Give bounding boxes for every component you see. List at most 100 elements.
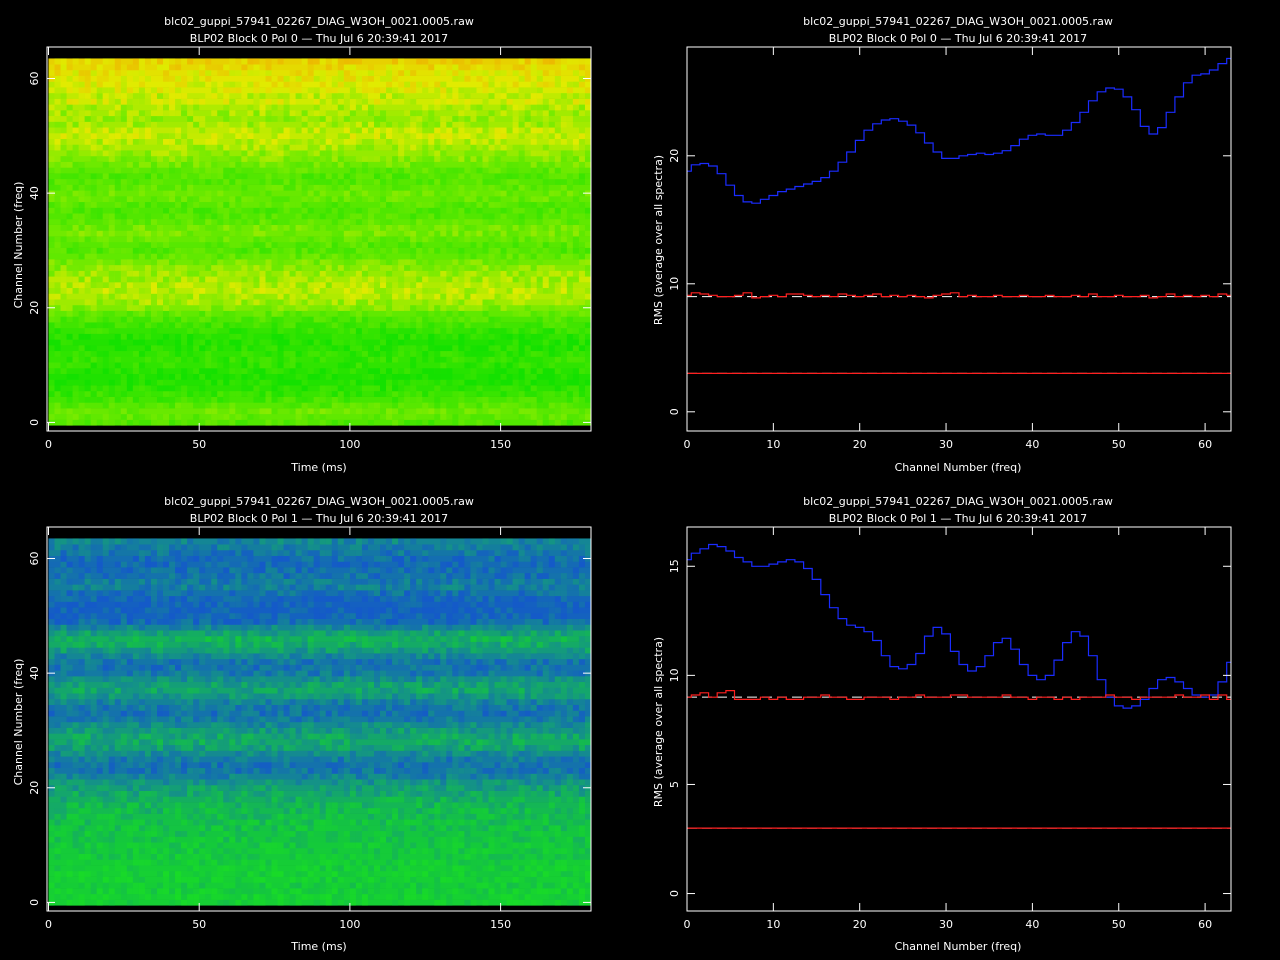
heatmap-cell [72, 819, 79, 826]
heatmap-cell [325, 744, 332, 751]
heatmap-cell [380, 390, 387, 397]
heatmap-cell [108, 836, 115, 843]
heatmap-cell [374, 155, 381, 162]
heatmap-cell [398, 64, 405, 71]
heatmap-cell [488, 236, 495, 243]
heatmap-cell [144, 299, 151, 306]
heatmap-cell [404, 201, 411, 208]
heatmap-cell [404, 345, 411, 352]
heatmap-cell [536, 870, 543, 877]
heatmap-cell [548, 236, 555, 243]
heatmap-cell [554, 127, 561, 134]
heatmap-cell [205, 379, 212, 386]
heatmap-cell [175, 402, 182, 409]
heatmap-cell [90, 345, 97, 352]
heatmap-cell [48, 842, 55, 849]
heatmap-cell [319, 408, 326, 415]
heatmap-cell [283, 287, 290, 294]
heatmap-cell [386, 155, 393, 162]
heatmap-cell [126, 132, 133, 140]
heatmap-cell [446, 322, 453, 329]
heatmap-cell [120, 796, 127, 803]
heatmap-cell [560, 853, 567, 860]
heatmap-cell [78, 876, 85, 883]
heatmap-cell [60, 259, 67, 266]
heatmap-cell [488, 213, 495, 220]
heatmap-cell [301, 224, 308, 231]
heatmap-cell [181, 161, 188, 168]
heatmap-cell [193, 144, 200, 151]
heatmap-cell [265, 247, 272, 254]
heatmap-cell [60, 138, 67, 145]
heatmap-cell [524, 281, 531, 289]
heatmap-cell [548, 721, 555, 728]
heatmap-cell [506, 773, 513, 780]
heatmap-cell [512, 876, 519, 883]
heatmap-cell [66, 304, 73, 311]
heatmap-cell [283, 127, 290, 134]
heatmap-cell [205, 167, 212, 174]
heatmap-cell [512, 870, 519, 877]
heatmap-cell [452, 350, 459, 357]
heatmap-cell [90, 201, 97, 208]
heatmap-cell [126, 756, 133, 763]
heatmap-cell [325, 790, 332, 797]
heatmap-cell [217, 64, 224, 71]
heatmap-cell [175, 853, 182, 860]
heatmap-cell [60, 876, 67, 883]
heatmap-cell [60, 813, 67, 820]
heatmap-cell [66, 727, 73, 734]
heatmap-cell [380, 304, 387, 311]
heatmap-cell [48, 127, 55, 134]
heatmap-cell [410, 173, 417, 180]
heatmap-cell [217, 842, 224, 849]
heatmap-cell [398, 733, 405, 740]
heatmap-cell [512, 253, 519, 260]
heatmap-cell [265, 287, 272, 294]
heatmap-cell [132, 299, 139, 306]
heatmap-cell [410, 224, 417, 231]
heatmap-cell [572, 230, 579, 237]
heatmap-cell [211, 132, 218, 140]
heatmap-cell [72, 247, 79, 254]
heatmap-cell [476, 230, 483, 237]
heatmap-cell [404, 756, 411, 763]
heatmap-cell [66, 899, 73, 906]
heatmap-cell [452, 847, 459, 854]
heatmap-cell [211, 293, 218, 300]
heatmap-cell [560, 721, 567, 728]
heatmap-cell [54, 293, 61, 300]
heatmap-cell [96, 784, 103, 791]
heatmap-cell [271, 150, 278, 157]
heatmap-cell [380, 184, 387, 191]
heatmap-cell [72, 802, 79, 809]
x-tick-label: 150 [490, 438, 511, 451]
heatmap-cell [554, 767, 561, 774]
heatmap-cell [295, 69, 302, 76]
heatmap-cell [355, 362, 362, 369]
heatmap-cell [108, 727, 115, 734]
heatmap-cell [193, 779, 200, 786]
heatmap-cell [464, 859, 471, 866]
heatmap-cell [54, 836, 61, 843]
heatmap-cell [494, 373, 501, 380]
heatmap-cell [434, 316, 441, 323]
heatmap-cell [343, 81, 350, 88]
heatmap-cell [114, 58, 121, 65]
heatmap-cell [132, 270, 139, 277]
heatmap-cell [223, 184, 230, 191]
heatmap-cell [392, 236, 399, 243]
heatmap-cell [84, 390, 91, 397]
heatmap-cell [578, 230, 585, 237]
heatmap-cell [205, 276, 212, 283]
heatmap-cell [277, 813, 284, 820]
heatmap-cell [211, 893, 218, 900]
heatmap-cell [386, 408, 393, 415]
heatmap-cell [60, 367, 67, 374]
heatmap-cell [138, 733, 145, 740]
heatmap-cell [554, 155, 561, 162]
heatmap-cell [271, 316, 278, 323]
heatmap-cell [211, 362, 218, 369]
heatmap-cell [536, 69, 543, 76]
heatmap-cell [313, 150, 320, 157]
